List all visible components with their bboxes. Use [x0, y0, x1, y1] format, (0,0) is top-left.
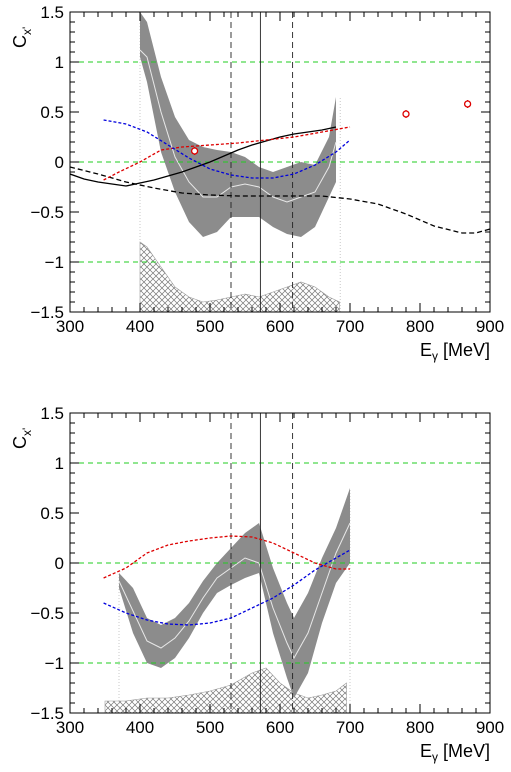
central-value-line — [139, 49, 337, 203]
x-tick-label: 500 — [196, 317, 224, 336]
y-tick-label: 0 — [55, 554, 64, 573]
x-axis-title-unit: [MeV] — [438, 340, 490, 360]
model-curve-0 — [70, 126, 337, 187]
y-tick-label: 1 — [55, 53, 64, 72]
uncertainty-band — [140, 12, 336, 237]
model-curve-0 — [103, 535, 350, 579]
x-tick-label: 600 — [266, 317, 294, 336]
y-tick-label: −1.5 — [30, 704, 64, 723]
x-axis-title-main: E — [420, 340, 432, 360]
y-axis-title-subscript: x' — [20, 428, 34, 436]
y-tick-label: −1.5 — [30, 303, 64, 322]
central-value-line — [118, 522, 351, 660]
x-axis-title: Eγ [MeV] — [420, 741, 490, 764]
y-axis-title-subscript: x' — [20, 27, 34, 35]
y-tick-label: 1 — [55, 454, 64, 473]
systematic-error-band — [139, 241, 340, 312]
plot-area — [70, 413, 490, 713]
x-axis-title-subscript: γ — [432, 750, 438, 764]
x-tick-label: 900 — [476, 317, 504, 336]
y-tick-label: 0.5 — [40, 103, 64, 122]
x-tick-label: 700 — [336, 718, 364, 737]
y-axis-title-main: C — [10, 436, 30, 449]
model-curve-1 — [103, 549, 351, 626]
systematic-error-band — [104, 667, 347, 713]
y-tick-label: −1 — [45, 654, 64, 673]
bottom-panel: 300 400 500 600 700 800 900 −1.5 −1 −0.5 0 0.5 1 1.5 E… — [10, 404, 504, 764]
plot-area — [70, 12, 490, 312]
x-tick-label: 900 — [476, 718, 504, 737]
model-curve-1 — [70, 166, 490, 234]
y-tick-label: 1.5 — [40, 3, 64, 22]
x-axis-title-subscript: γ — [432, 349, 438, 363]
y-axis-title: Cx' — [10, 27, 34, 48]
model-curve-3 — [103, 119, 351, 179]
data-point-marker — [402, 110, 410, 118]
data-point-marker — [463, 100, 472, 108]
top-panel: 300 400 500 600 700 800 900 −1.5 −1 −0.5 0 0.5 1 1.5 E… — [10, 3, 504, 363]
data-point — [190, 147, 199, 155]
y-tick-label: 0.5 — [40, 504, 64, 523]
y-axis-title: Cx' — [10, 428, 34, 449]
y-tick-label: −0.5 — [30, 604, 64, 623]
y-tick-label: 1.5 — [40, 404, 64, 423]
model-curve-2 — [103, 126, 351, 181]
uncertainty-band — [119, 488, 350, 698]
y-axis-title-main: C — [10, 35, 30, 48]
x-tick-label: 800 — [406, 718, 434, 737]
data-point — [402, 110, 410, 118]
data-point — [463, 100, 472, 108]
data-point-marker — [190, 147, 199, 155]
x-tick-label: 300 — [56, 317, 84, 336]
x-tick-label: 600 — [266, 718, 294, 737]
x-tick-label: 400 — [126, 718, 154, 737]
y-tick-label: −1 — [45, 253, 64, 272]
y-tick-label: −0.5 — [30, 203, 64, 222]
x-tick-label: 300 — [56, 718, 84, 737]
x-tick-label: 500 — [196, 718, 224, 737]
y-tick-label: 0 — [55, 153, 64, 172]
x-tick-label: 400 — [126, 317, 154, 336]
x-axis-title: Eγ [MeV] — [420, 340, 490, 363]
x-tick-label: 800 — [406, 317, 434, 336]
x-tick-label: 700 — [336, 317, 364, 336]
x-axis-title-unit: [MeV] — [438, 741, 490, 761]
x-axis-title-main: E — [420, 741, 432, 761]
